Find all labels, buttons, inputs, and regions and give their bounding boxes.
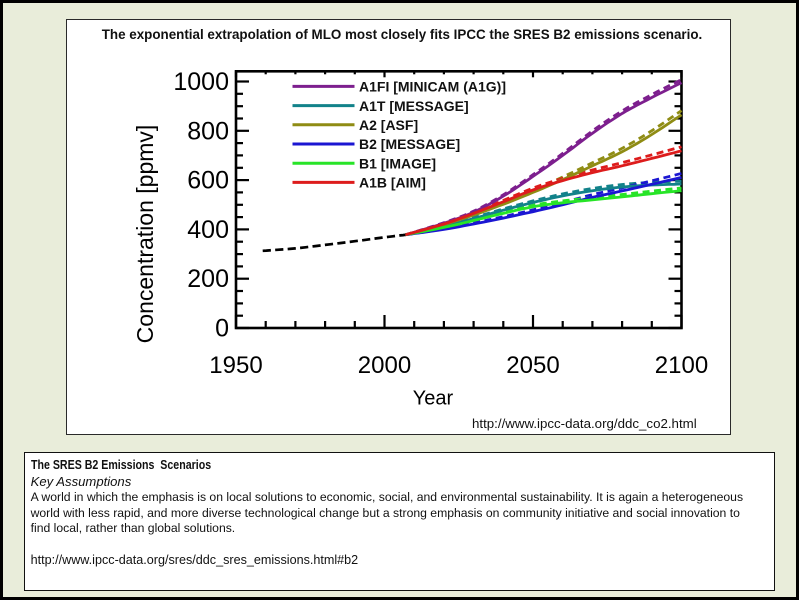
svg-text:600: 600 bbox=[187, 166, 229, 194]
svg-text:200: 200 bbox=[187, 265, 229, 293]
svg-text:1950: 1950 bbox=[209, 352, 262, 379]
svg-text:A1T [MESSAGE]: A1T [MESSAGE] bbox=[359, 97, 469, 113]
svg-text:Concentration [ppmv]: Concentration [ppmv] bbox=[132, 124, 158, 343]
svg-text:Year: Year bbox=[412, 387, 453, 409]
svg-text:A1FI [MINICAM (A1G)]: A1FI [MINICAM (A1G)] bbox=[359, 78, 506, 94]
svg-text:2050: 2050 bbox=[506, 352, 559, 379]
svg-text:A2 [ASF]: A2 [ASF] bbox=[359, 117, 418, 133]
svg-text:A1B [AIM]: A1B [AIM] bbox=[359, 174, 426, 190]
svg-text:2100: 2100 bbox=[654, 352, 707, 379]
svg-text:2000: 2000 bbox=[357, 352, 410, 379]
svg-text:400: 400 bbox=[187, 216, 229, 244]
svg-text:B2 [MESSAGE]: B2 [MESSAGE] bbox=[359, 136, 460, 152]
svg-text:800: 800 bbox=[187, 117, 229, 145]
svg-text:B1 [IMAGE]: B1 [IMAGE] bbox=[359, 155, 436, 171]
svg-text:0: 0 bbox=[215, 314, 229, 342]
svg-text:1000: 1000 bbox=[173, 68, 229, 96]
